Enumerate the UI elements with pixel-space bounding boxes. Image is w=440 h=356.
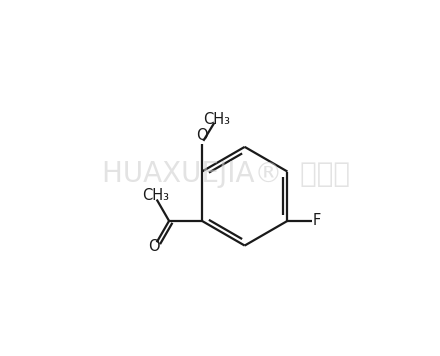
Text: HUAXUEJIA®  化学加: HUAXUEJIA® 化学加 bbox=[102, 160, 349, 188]
Text: CH₃: CH₃ bbox=[204, 112, 231, 127]
Text: F: F bbox=[312, 213, 321, 229]
Text: O: O bbox=[196, 128, 208, 143]
Text: O: O bbox=[148, 239, 159, 254]
Text: CH₃: CH₃ bbox=[142, 188, 169, 203]
